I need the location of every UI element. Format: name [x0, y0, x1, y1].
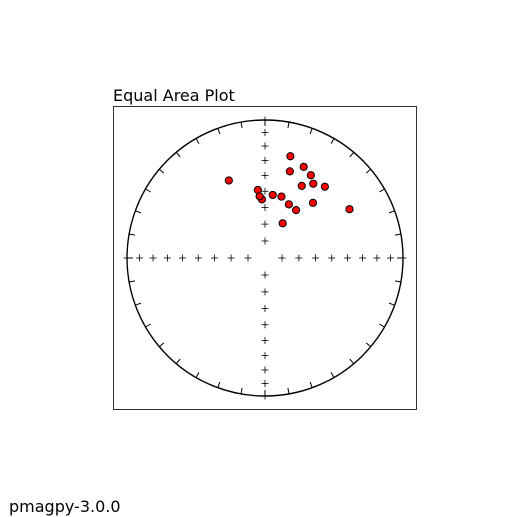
rim-tick [135, 302, 142, 306]
cross-ticks [123, 116, 407, 400]
data-point [297, 181, 306, 190]
rim-tick [135, 210, 142, 214]
data-point [224, 176, 233, 185]
rim-tick [145, 323, 151, 328]
rim-tick [394, 233, 401, 236]
axes-frame [113, 106, 417, 410]
stereonet [123, 116, 407, 400]
rim-tick [240, 122, 243, 129]
data-point [285, 167, 294, 176]
data-point [277, 192, 286, 201]
rim-tick [129, 233, 136, 236]
data-point [255, 192, 264, 201]
plot-title: Equal Area Plot [113, 86, 235, 105]
rim-tick [365, 342, 372, 348]
data-point [278, 219, 287, 228]
rim-tick [145, 188, 151, 193]
rim-tick [287, 122, 290, 129]
rim-tick [394, 280, 401, 283]
rim-tick [330, 372, 335, 378]
rim-tick [309, 381, 313, 388]
data-point [306, 171, 315, 180]
rim-tick [195, 372, 200, 378]
data-point [309, 179, 318, 188]
rim-tick [175, 151, 181, 158]
rim-tick [129, 280, 136, 283]
rim-tick [217, 128, 221, 135]
data-points [224, 152, 354, 228]
rim-tick [309, 128, 313, 135]
rim-tick [349, 358, 355, 365]
rim-tick [379, 188, 385, 193]
version-label: pmagpy-3.0.0 [9, 497, 121, 516]
data-point [345, 205, 354, 214]
data-point [308, 198, 318, 207]
data-point [299, 162, 308, 171]
rim-tick [365, 168, 372, 174]
rim-tick [388, 302, 395, 306]
rim-ticks [127, 120, 403, 396]
rim-tick [379, 323, 385, 328]
rim-tick [330, 138, 335, 144]
data-point [291, 206, 301, 215]
rim-tick [158, 168, 165, 174]
data-point [286, 152, 295, 161]
rim-tick [195, 138, 200, 144]
data-point [284, 200, 293, 209]
rim-tick [388, 210, 395, 214]
rim-tick [175, 358, 181, 365]
rim-tick [240, 387, 243, 394]
data-point [268, 190, 277, 200]
rim-tick [349, 151, 355, 158]
rim-tick [217, 381, 221, 388]
rim-tick [158, 342, 165, 348]
data-point [320, 182, 329, 191]
rim-tick [287, 387, 290, 394]
